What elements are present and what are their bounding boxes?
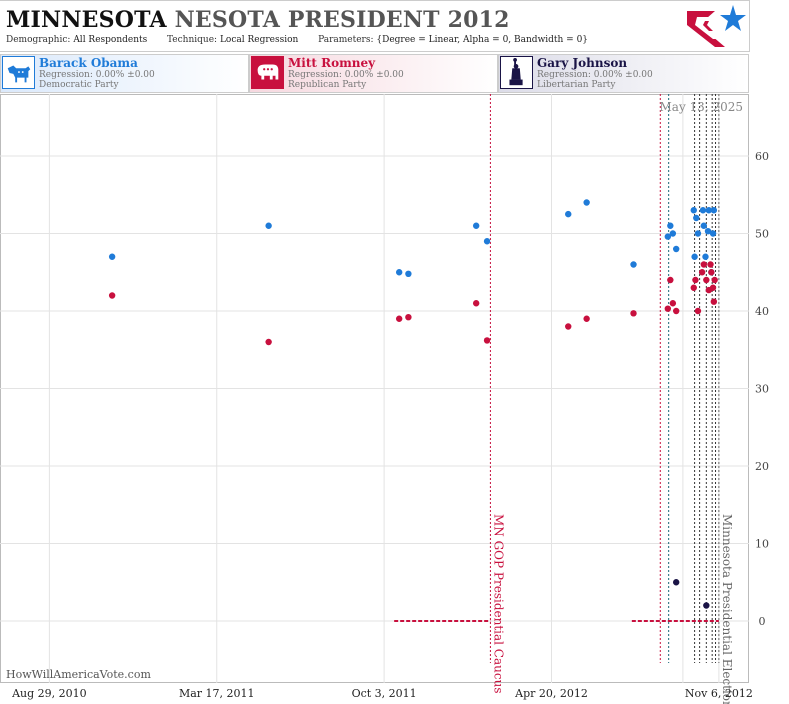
data-point xyxy=(405,270,412,277)
data-point xyxy=(265,222,272,229)
data-point xyxy=(583,199,590,206)
title-state: MINNESOTA xyxy=(6,7,167,33)
data-point xyxy=(672,579,680,586)
axes-layer: 0 10 20 30 40 50 60 Aug 29, 2010 Mar 17, 2011 Oct… xyxy=(11,100,769,700)
x-tick-label: Mar 17, 2011 xyxy=(179,687,255,700)
data-point xyxy=(265,338,272,346)
data-point xyxy=(709,284,717,291)
data-point xyxy=(693,214,700,222)
events-layer: MN GOP Presidential Caucus Minnesota Pres… xyxy=(489,94,734,704)
data-point xyxy=(395,269,403,276)
technique-label: Technique: xyxy=(167,35,218,45)
data-point xyxy=(395,315,403,322)
data-point xyxy=(672,307,680,315)
data-point xyxy=(472,222,480,229)
data-point xyxy=(672,245,680,253)
candidate-name: Mitt Romney xyxy=(288,56,376,70)
data-point xyxy=(483,238,491,245)
demographic-label: Demographic: xyxy=(6,35,71,45)
data-point xyxy=(664,233,672,240)
technique-value: Local Regression xyxy=(219,35,299,45)
data-point xyxy=(703,602,710,609)
y-tick-label: 30 xyxy=(755,383,769,396)
y-tick-label: 50 xyxy=(755,228,769,241)
event-label: Minnesota Presidential Election xyxy=(720,514,734,704)
data-point xyxy=(704,227,712,235)
x-tick-label: Apr 20, 2012 xyxy=(514,687,588,700)
data-point xyxy=(700,222,708,229)
data-point xyxy=(483,337,491,344)
data-point xyxy=(405,314,412,321)
elephant-icon xyxy=(251,56,284,89)
statue-of-liberty-icon xyxy=(500,56,533,89)
parameters-value: {Degree = Linear, Alpha = 0, Bandwidth =… xyxy=(376,35,589,45)
event-label: MN GOP Presidential Caucus xyxy=(491,514,505,693)
data-point xyxy=(705,207,713,214)
data-point xyxy=(690,207,697,214)
data-point xyxy=(583,315,590,322)
x-tick-label: Nov 6, 2012 xyxy=(685,687,753,700)
parameters-label: Parameters: xyxy=(318,35,374,45)
donkey-icon xyxy=(2,56,35,89)
date-stamp: May 13, 2025 xyxy=(660,100,743,114)
candidate-name: Barack Obama xyxy=(39,56,138,70)
data-point xyxy=(710,207,718,214)
data-point xyxy=(698,269,706,276)
data-point xyxy=(630,261,637,268)
y-tick-label: 40 xyxy=(755,305,769,318)
data-point xyxy=(692,276,699,284)
data-point xyxy=(711,276,718,284)
data-point xyxy=(707,261,714,268)
candidate-card-romney: Mitt Romney Regression: 0.00% ±0.00 Repu… xyxy=(249,54,498,93)
candidate-card-obama: Barack Obama Regression: 0.00% ±0.00 Dem… xyxy=(0,54,249,93)
chart-title: MINNESOTA NESOTA PRESIDENT 2012 xyxy=(6,7,510,33)
demographic-value: All Respondents xyxy=(73,35,148,45)
data-point xyxy=(108,253,116,260)
chart-parameters: Demographic: All Respondents Technique: … xyxy=(6,35,588,45)
data-point xyxy=(699,207,707,214)
data-point xyxy=(709,230,717,237)
data-point xyxy=(664,305,672,312)
x-tick-label: Aug 29, 2010 xyxy=(11,687,87,700)
chart-header: MINNESOTA NESOTA PRESIDENT 2012 Demograp… xyxy=(0,0,750,52)
data-point xyxy=(565,210,572,218)
data-point xyxy=(667,276,674,284)
y-tick-label: 0 xyxy=(759,615,766,628)
data-point xyxy=(630,310,637,317)
candidate-party: Republican Party xyxy=(288,80,367,90)
watermark: HowWillAmericaVote.com xyxy=(6,668,151,681)
data-point xyxy=(669,230,677,237)
data-point xyxy=(565,323,572,330)
data-point xyxy=(108,292,116,299)
grid-layer xyxy=(0,94,749,683)
data-point xyxy=(669,300,677,307)
data-point xyxy=(710,298,718,305)
data-point xyxy=(690,284,697,291)
data-point xyxy=(700,261,708,268)
y-tick-label: 10 xyxy=(755,538,769,551)
data-point xyxy=(667,222,674,229)
candidate-regression: Regression: 0.00% ±0.00 xyxy=(537,70,653,80)
title-race: NESOTA PRESIDENT 2012 xyxy=(174,7,510,33)
candidate-regression: Regression: 0.00% ±0.00 xyxy=(288,70,404,80)
candidate-party: Democratic Party xyxy=(39,80,119,90)
candidate-name: Gary Johnson xyxy=(537,56,628,70)
data-point xyxy=(703,276,710,284)
data-point xyxy=(691,253,698,260)
data-point xyxy=(708,269,715,276)
candidate-card-johnson: Gary Johnson Regression: 0.00% ±0.00 Lib… xyxy=(498,54,749,93)
y-tick-label: 20 xyxy=(755,460,769,473)
data-point xyxy=(694,307,702,315)
flag-logo-icon xyxy=(687,5,746,47)
data-point xyxy=(694,230,702,237)
y-tick-label: 60 xyxy=(755,150,769,163)
x-tick-label: Oct 3, 2011 xyxy=(352,687,417,700)
data-point xyxy=(472,300,480,307)
candidate-party: Libertarian Party xyxy=(537,80,616,90)
candidate-regression: Regression: 0.00% ±0.00 xyxy=(39,70,155,80)
data-point xyxy=(702,253,709,260)
points-layer xyxy=(108,199,718,609)
